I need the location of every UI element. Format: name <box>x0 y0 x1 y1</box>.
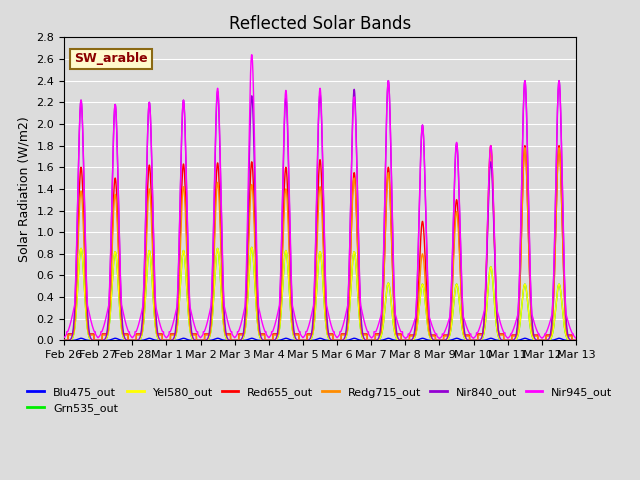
Grn535_out <box>449 310 457 315</box>
Red655_out <box>449 272 456 277</box>
Yel580_out <box>572 337 580 343</box>
Blu475_out <box>550 337 558 343</box>
Nir840_out <box>470 337 477 343</box>
Red655_out <box>435 337 442 343</box>
Blu475_out <box>234 337 242 343</box>
Red655_out <box>303 337 310 343</box>
Redg715_out <box>435 337 442 343</box>
Red655_out <box>572 337 580 343</box>
Y-axis label: Solar Radiation (W/m2): Solar Radiation (W/m2) <box>18 116 31 262</box>
Redg715_out <box>60 337 68 343</box>
Nir945_out <box>449 236 457 242</box>
Nir840_out <box>303 337 310 343</box>
Blu475_out <box>572 337 580 343</box>
Nir945_out <box>234 329 242 335</box>
Blu475_out <box>60 337 68 343</box>
Nir840_out <box>385 78 392 84</box>
Redg715_out <box>545 333 552 339</box>
Line: Redg715_out: Redg715_out <box>64 148 576 340</box>
Grn535_out <box>248 244 255 250</box>
Yel580_out <box>303 337 310 343</box>
Nir945_out <box>572 336 580 341</box>
Line: Nir945_out: Nir945_out <box>64 55 576 338</box>
Redg715_out <box>521 145 529 151</box>
Nir840_out <box>435 337 442 343</box>
Line: Blu475_out: Blu475_out <box>64 338 576 340</box>
Redg715_out <box>436 337 444 343</box>
Nir840_out <box>545 337 552 343</box>
Blu475_out <box>449 336 456 342</box>
Nir945_out <box>545 324 552 330</box>
Title: Reflected Solar Bands: Reflected Solar Bands <box>229 15 411 33</box>
Nir945_out <box>303 329 310 335</box>
Yel580_out <box>545 337 552 343</box>
Line: Red655_out: Red655_out <box>64 145 576 340</box>
Yel580_out <box>436 337 444 343</box>
Grn535_out <box>234 337 242 343</box>
Grn535_out <box>303 337 310 343</box>
Grn535_out <box>572 337 580 343</box>
Yel580_out <box>435 337 442 343</box>
Red655_out <box>545 332 552 338</box>
Nir945_out <box>60 335 68 341</box>
Red655_out <box>487 143 495 148</box>
Yel580_out <box>234 337 242 343</box>
Legend: Blu475_out, Grn535_out, Yel580_out, Red655_out, Redg715_out, Nir840_out, Nir945_: Blu475_out, Grn535_out, Yel580_out, Red6… <box>23 383 617 419</box>
Nir840_out <box>60 337 68 343</box>
Grn535_out <box>551 316 559 322</box>
Nir840_out <box>551 239 559 245</box>
Grn535_out <box>435 337 442 343</box>
Yel580_out <box>449 310 457 315</box>
Nir945_out <box>248 52 255 58</box>
Line: Grn535_out: Grn535_out <box>64 247 576 340</box>
Blu475_out <box>303 337 310 343</box>
Nir840_out <box>449 243 456 249</box>
Red655_out <box>436 337 444 343</box>
Nir945_out <box>436 336 444 341</box>
Grn535_out <box>436 337 444 343</box>
Grn535_out <box>60 337 68 343</box>
Red655_out <box>234 337 242 343</box>
Red655_out <box>551 266 559 272</box>
Nir840_out <box>234 337 242 343</box>
Nir945_out <box>551 234 559 240</box>
Redg715_out <box>449 277 456 283</box>
Nir840_out <box>572 337 580 343</box>
Line: Nir840_out: Nir840_out <box>64 81 576 340</box>
Yel580_out <box>248 244 255 250</box>
Redg715_out <box>303 337 310 343</box>
Line: Yel580_out: Yel580_out <box>64 247 576 340</box>
Blu475_out <box>435 337 442 343</box>
Redg715_out <box>551 267 559 273</box>
Yel580_out <box>551 316 559 322</box>
Redg715_out <box>572 337 580 343</box>
Nir945_out <box>435 335 442 340</box>
Red655_out <box>60 337 68 343</box>
Text: SW_arable: SW_arable <box>74 52 148 65</box>
Grn535_out <box>545 337 552 343</box>
Blu475_out <box>545 337 552 343</box>
Yel580_out <box>60 337 68 343</box>
Redg715_out <box>234 337 242 343</box>
Blu475_out <box>77 336 85 341</box>
